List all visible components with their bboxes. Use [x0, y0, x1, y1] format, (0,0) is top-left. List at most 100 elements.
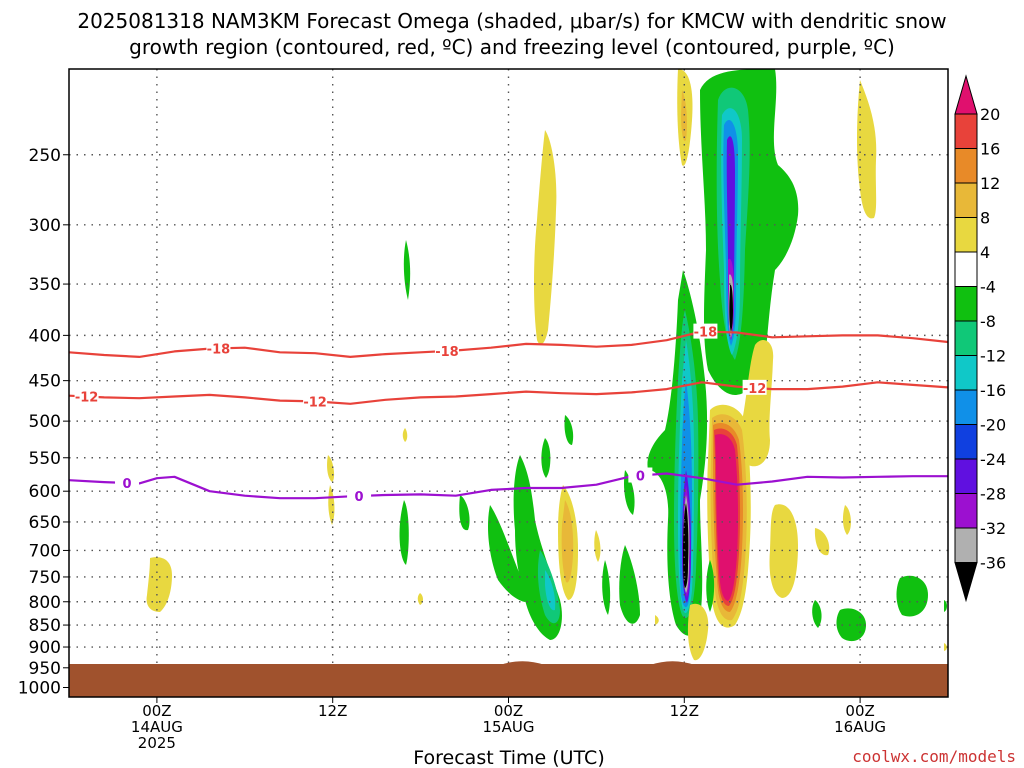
x-axis-label: Forecast Time (UTC)	[413, 747, 604, 768]
omega-blob-yellow	[594, 530, 601, 562]
y-tick-label: 400	[29, 326, 61, 346]
contour-label: -18	[694, 326, 718, 341]
x-tick-label: 16AUG	[834, 718, 886, 736]
contour-label: -18	[207, 342, 231, 357]
contour-label: -12	[743, 382, 767, 397]
omega-blob-green	[812, 600, 822, 628]
omega-blob-green	[896, 575, 928, 617]
x-tick-label: 00Z	[845, 702, 874, 720]
colorbar-swatch	[954, 251, 978, 287]
x-tick-label: 00Z	[142, 702, 171, 720]
y-tick-label: 950	[29, 659, 61, 679]
omega-core-black-lower	[683, 503, 689, 588]
colorbar-swatch	[954, 113, 978, 149]
y-tick-label: 750	[29, 568, 61, 588]
omega-blob-green	[403, 240, 411, 300]
contour-label-bg	[742, 379, 767, 395]
contour-labels: -18 -18 -18 -12 -12 -12 0 0 0	[74, 323, 767, 505]
contour-label-bg	[74, 388, 99, 404]
omega-blob-yellow	[655, 615, 659, 625]
colorbar-label: 20	[980, 105, 1000, 124]
colorbar-cap-top	[954, 74, 978, 115]
omega-blob-yellow	[534, 130, 557, 345]
contour-label-bg	[347, 487, 372, 503]
omega-blob-green	[706, 560, 715, 612]
colorbar-swatch	[954, 527, 978, 563]
y-tick-label: 650	[29, 513, 61, 533]
omega-blob-green	[944, 600, 947, 612]
colorbar: 20 16 12 8 4 -4 -8 -12 -16 -20 -24 -28 -32 -36	[954, 74, 1006, 603]
colorbar-swatch	[954, 320, 978, 356]
omega-blob-green	[836, 608, 866, 642]
colorbar-label: -8	[980, 312, 996, 331]
y-tick-label: 600	[29, 482, 61, 502]
omega-blob-green	[564, 415, 574, 445]
colorbar-swatch	[954, 182, 978, 218]
y-tick-label: 1000	[18, 679, 61, 699]
contour-label: -12	[75, 391, 99, 406]
contour-label: -18	[435, 345, 459, 360]
omega-blob-green	[623, 470, 635, 515]
omega-blob-yellow	[857, 80, 877, 219]
contour-freezing-level	[69, 472, 948, 500]
colorbar-label: -16	[980, 381, 1006, 400]
x-tick-label: 2025	[138, 734, 176, 752]
colorbar-swatch	[954, 286, 978, 322]
omega-blob-green	[487, 505, 528, 602]
omega-blob-pink	[715, 434, 739, 601]
contour-label: 0	[636, 470, 645, 485]
y-tick-label: 250	[29, 146, 61, 166]
colorbar-swatch	[954, 389, 978, 425]
colorbar-swatch	[954, 148, 978, 184]
y-tick-label: 350	[29, 275, 61, 295]
omega-blob-orange	[561, 500, 574, 583]
x-tick-label: 12Z	[318, 702, 347, 720]
ground-surface	[69, 664, 948, 697]
contour-label: 0	[355, 490, 364, 505]
y-tick-label: 500	[29, 412, 61, 432]
omega-blob-cyan	[545, 570, 556, 611]
contour-label: 0	[122, 477, 131, 492]
contour-label-bg	[115, 474, 140, 490]
omega-blob-green	[619, 545, 640, 624]
omega-blob-yellow	[741, 340, 774, 467]
y-axis: 2503003504004505005506006507007508008509…	[18, 146, 69, 699]
colorbar-swatch	[954, 424, 978, 460]
contour-label-bg	[693, 323, 718, 339]
contour-label-bg	[628, 467, 653, 483]
colorbar-swatch	[954, 458, 978, 494]
omega-blob-yellow	[146, 557, 172, 612]
x-tick-label: 15AUG	[483, 718, 535, 736]
y-tick-label: 300	[29, 216, 61, 236]
plot-area	[69, 69, 948, 697]
colorbar-label: -24	[980, 450, 1006, 469]
contour-label-bg	[303, 393, 328, 409]
y-tick-label: 700	[29, 541, 61, 561]
colorbar-label: -12	[980, 347, 1006, 366]
colorbar-swatch	[954, 217, 978, 253]
colorbar-label: -4	[980, 278, 996, 297]
colorbar-label: -32	[980, 519, 1006, 538]
contour-minus12	[69, 381, 948, 405]
omega-blob-yellow	[687, 603, 709, 661]
colorbar-label: 8	[980, 209, 990, 228]
omega-blob-green	[399, 500, 409, 565]
omega-blob-yellow	[328, 485, 335, 525]
omega-shading	[146, 69, 947, 661]
colorbar-cap-bottom	[954, 562, 978, 603]
chart-title-line-1: 2025081318 NAM3KM Forecast Omega (shaded…	[77, 9, 946, 33]
credit-text: coolwx.com/models	[852, 747, 1016, 766]
colorbar-label: 16	[980, 140, 1000, 159]
omega-core-black-upper	[729, 284, 733, 332]
colorbar-swatch	[954, 355, 978, 391]
colorbar-swatch	[954, 493, 978, 529]
colorbar-label: -36	[980, 554, 1006, 573]
contour-label-bg	[434, 342, 459, 358]
omega-blob-yellow	[814, 528, 830, 556]
colorbar-label: -28	[980, 485, 1006, 504]
y-tick-label: 550	[29, 449, 61, 469]
x-tick-label: 14AUG	[131, 718, 183, 736]
x-tick-label: 00Z	[494, 702, 523, 720]
